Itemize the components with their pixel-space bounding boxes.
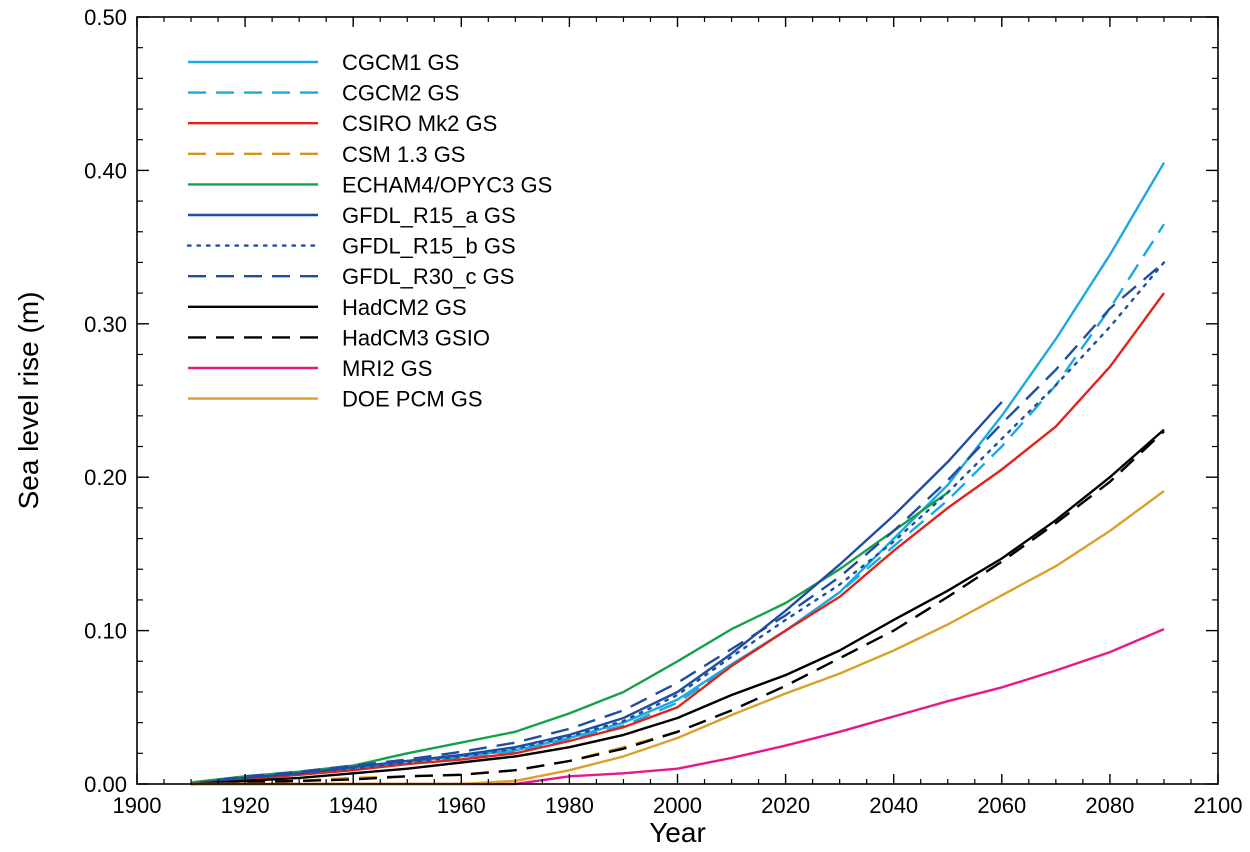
legend-item: GFDL_R30_c GS <box>188 264 514 289</box>
y-axis-title: Sea level rise (m) <box>13 292 44 510</box>
x-tick-label: 2060 <box>977 793 1026 818</box>
x-tick-label: 1960 <box>437 793 486 818</box>
plot-frame <box>136 16 1219 785</box>
legend-item: MRI2 GS <box>188 356 432 381</box>
legend-item: CGCM1 GS <box>188 50 459 75</box>
series-line-5 <box>190 401 1003 786</box>
y-tick-label: 0.50 <box>84 5 127 30</box>
legend-item: DOE PCM GS <box>188 387 483 412</box>
legend-item: GFDL_R15_b GS <box>186 234 516 259</box>
x-tick-label: 1920 <box>221 793 270 818</box>
y-tick-label: 0.30 <box>84 312 127 337</box>
legend-label: ECHAM4/OPYC3 GS <box>342 172 552 197</box>
legend-item: HadCM3 GSIO <box>188 325 490 350</box>
legend-label: CSM 1.3 GS <box>342 142 465 167</box>
series-line-8 <box>191 428 1165 786</box>
legend-label: HadCM3 GSIO <box>342 325 490 350</box>
legend-item: ECHAM4/OPYC3 GS <box>188 172 552 197</box>
legend-item: CGCM2 GS <box>188 81 459 106</box>
series-line-11 <box>191 490 1165 786</box>
x-tick-label: 1940 <box>329 793 378 818</box>
series-line-2 <box>190 292 1165 786</box>
x-axis-title: Year <box>649 817 706 848</box>
legend-label: GFDL_R15_a GS <box>342 203 516 228</box>
legend-item: HadCM2 GS <box>188 295 467 320</box>
y-tick-label: 0.40 <box>84 158 127 183</box>
legend-item: CSIRO Mk2 GS <box>188 111 497 136</box>
legend-label: GFDL_R30_c GS <box>342 264 514 289</box>
legend-label: MRI2 GS <box>342 356 432 381</box>
x-tick-label: 2100 <box>1194 793 1243 818</box>
x-tick-label: 2080 <box>1085 793 1134 818</box>
x-tick-label: 2020 <box>761 793 810 818</box>
x-axis: 1900 1920 1940 1960 1980 2000 2020 2040 2060 2080… <box>113 17 1243 818</box>
y-tick-label: 0.20 <box>84 465 127 490</box>
legend: CGCM1 GS CGCM2 GS CSIRO Mk2 GS CSM 1.3 GS EC… <box>186 50 552 412</box>
legend-label: DOE PCM GS <box>342 387 483 412</box>
legend-label: CGCM1 GS <box>342 50 459 75</box>
x-tick-label: 1980 <box>545 793 594 818</box>
legend-item: CSM 1.3 GS <box>188 142 465 167</box>
legend-label: HadCM2 GS <box>342 295 467 320</box>
legend-label: CSIRO Mk2 GS <box>342 111 497 136</box>
series-lines <box>189 162 1166 786</box>
series-line-1 <box>190 223 1166 786</box>
x-tick-label: 2000 <box>653 793 702 818</box>
legend-label: CGCM2 GS <box>342 81 459 106</box>
series-line-9 <box>191 430 1165 786</box>
legend-label: GFDL_R15_b GS <box>342 234 516 259</box>
x-tick-label: 2040 <box>869 793 918 818</box>
legend-item: GFDL_R15_a GS <box>188 203 516 228</box>
plot-area: 1900 1920 1940 1960 1980 2000 2020 2040 2060 2080… <box>84 5 1242 818</box>
y-tick-label: 0.00 <box>84 772 127 797</box>
y-axis: 0.00 0.10 0.20 0.30 0.40 0.50 <box>84 5 1218 797</box>
series-line-6 <box>189 261 1166 786</box>
y-tick-label: 0.10 <box>84 619 127 644</box>
x-tick-label: 1900 <box>113 793 162 818</box>
